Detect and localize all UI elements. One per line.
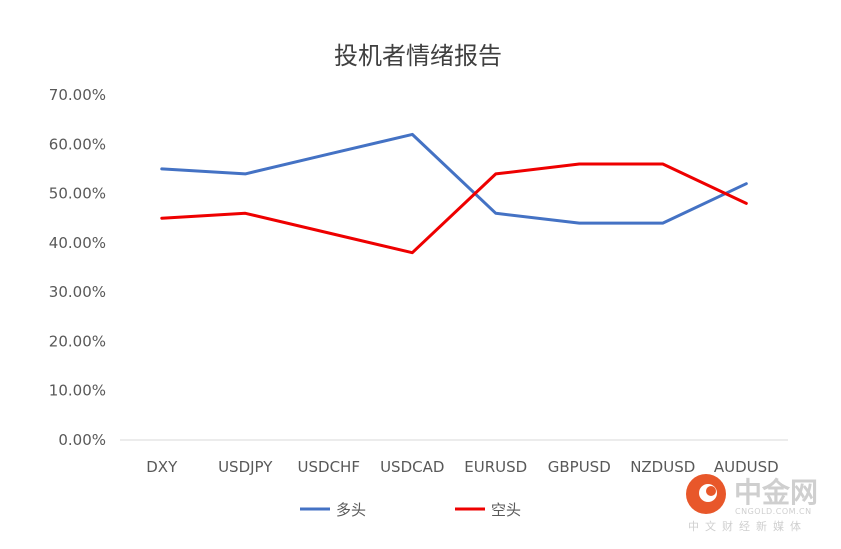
x-tick-label: USDJPY [218,458,273,476]
legend: 多头 空头 [300,501,521,519]
x-tick-label: NZDUSD [630,458,695,476]
x-tick-label: DXY [146,458,178,476]
y-axis-ticks: 0.00% 10.00% 20.00% 30.00% 40.00% 50.00% 60.00… [49,86,106,449]
y-tick-label: 20.00% [49,332,106,350]
legend-label: 多头 [336,501,366,519]
watermark-domain: CNGOLD.COM.CN [735,507,812,516]
x-tick-label: AUDUSD [714,458,779,476]
x-tick-label: EURUSD [464,458,527,476]
watermark-name: 中金网 [734,476,818,509]
y-tick-label: 40.00% [49,234,106,252]
y-tick-label: 50.00% [49,185,106,203]
watermark-tagline: 中文财经新媒体 [688,519,807,533]
y-tick-label: 30.00% [49,283,106,301]
logo-icon [686,474,726,514]
y-tick-label: 60.00% [49,135,106,153]
y-tick-label: 0.00% [58,431,106,449]
series-line-short [162,164,747,253]
x-tick-label: GBPUSD [548,458,611,476]
watermark: 中金网 CNGOLD.COM.CN 中文财经新媒体 [686,474,818,533]
x-tick-label: USDCHF [298,458,360,476]
legend-label: 空头 [491,501,521,519]
series-lines [162,134,747,252]
x-axis-ticks: DXY USDJPY USDCHF USDCAD EURUSD GBPUSD NZDUSD A… [146,458,778,476]
chart-title: 投机者情绪报告 [334,42,502,70]
y-tick-label: 70.00% [49,86,106,104]
x-tick-label: USDCAD [380,458,444,476]
y-tick-label: 10.00% [49,382,106,400]
series-line-long [162,134,747,223]
